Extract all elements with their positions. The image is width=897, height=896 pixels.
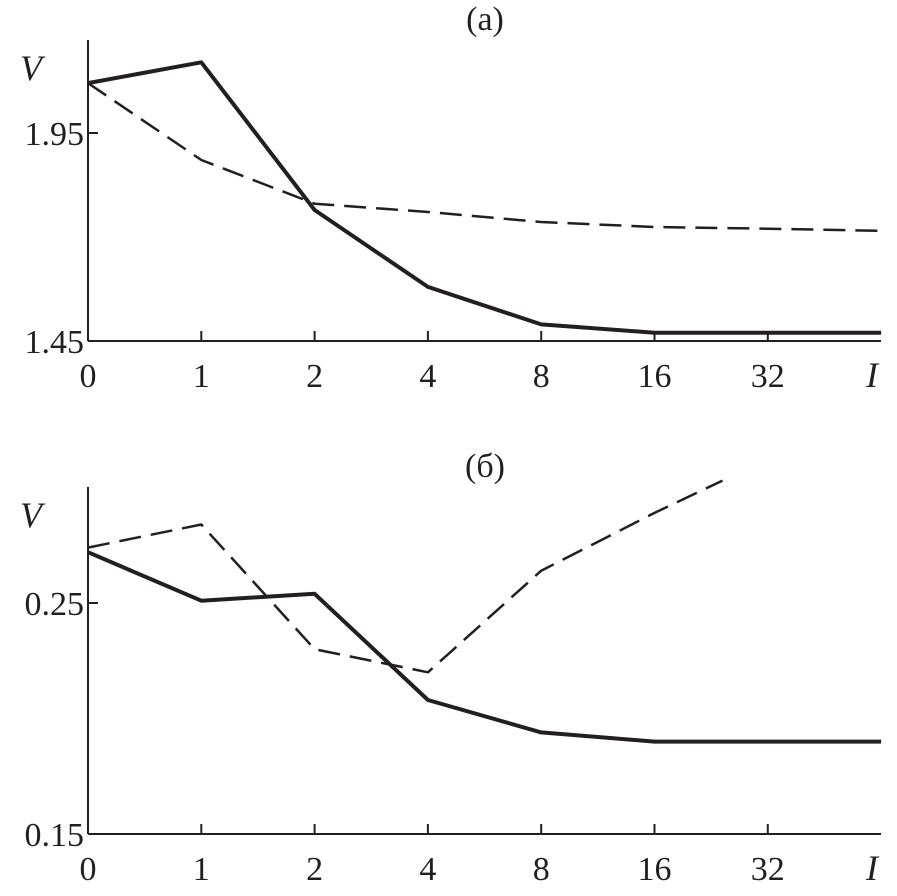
- x-tick-label: 2: [306, 851, 323, 888]
- x-tick-label: 4: [419, 358, 436, 395]
- y-tick-label: 0.25: [25, 586, 85, 623]
- x-tick-label: 1: [193, 358, 210, 395]
- x-tick-label: 1: [193, 851, 210, 888]
- y-tick-label: 0.15: [25, 817, 85, 854]
- series-line-solid: [87, 550, 882, 744]
- x-tick-label: 0: [80, 358, 97, 395]
- series-line-solid: [87, 60, 882, 335]
- x-tick-label: 0: [80, 851, 97, 888]
- series-line-dashed: [87, 82, 882, 233]
- x-tick-label: 32: [751, 358, 785, 395]
- y-axis-label: V: [20, 48, 46, 88]
- x-axis-label: I: [865, 848, 880, 888]
- chart-title: (a): [466, 1, 504, 38]
- series-line-dashed: [87, 479, 724, 674]
- chart-title: (б): [465, 448, 505, 485]
- x-tick-label: 32: [751, 851, 785, 888]
- x-tick-label: 4: [419, 851, 436, 888]
- y-tick-label: 1.95: [25, 116, 85, 153]
- x-tick-label: 8: [533, 851, 550, 888]
- x-tick-label: 16: [638, 358, 672, 395]
- x-tick-label: 2: [306, 358, 323, 395]
- y-axis-label: V: [20, 495, 46, 535]
- y-tick-label: 1.45: [25, 324, 85, 361]
- x-axis-label: I: [865, 355, 880, 395]
- x-tick-label: 16: [638, 851, 672, 888]
- x-tick-label: 8: [533, 358, 550, 395]
